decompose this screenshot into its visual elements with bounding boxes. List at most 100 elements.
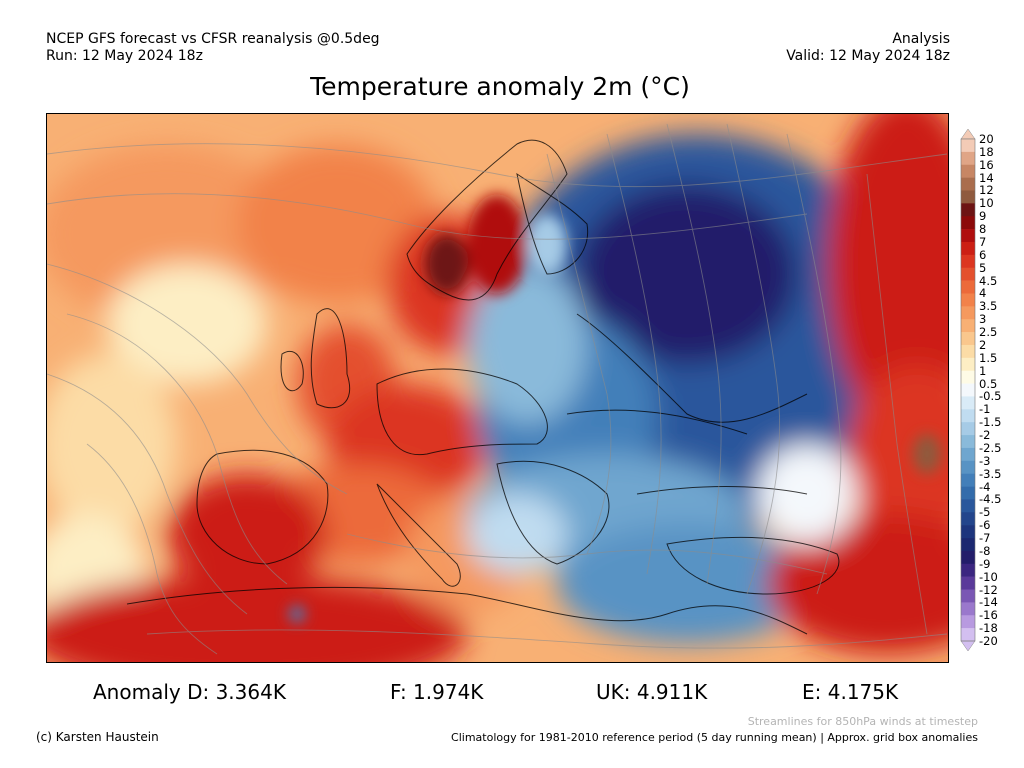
colorbar-swatch — [961, 357, 975, 371]
stat-anomaly-d: Anomaly D: 3.364K — [93, 680, 286, 704]
header-left: NCEP GFS forecast vs CFSR reanalysis @0.… — [46, 31, 380, 65]
colorbar-swatch — [961, 177, 975, 191]
colorbar-label: -6 — [979, 518, 991, 533]
colorbar-label: 14 — [979, 170, 994, 185]
colorbar-label: 20 — [979, 132, 994, 146]
colorbar-swatch — [961, 241, 975, 256]
colorbar-swatch — [961, 306, 975, 320]
colorbar-swatch — [961, 473, 975, 487]
colorbar-label: -1 — [979, 402, 991, 417]
colorbar — [958, 128, 978, 655]
anomaly-map-canvas — [47, 114, 948, 662]
colorbar-label: -14 — [979, 595, 998, 610]
credit: (c) Karsten Haustein — [36, 730, 159, 744]
colorbar-label: -2 — [979, 428, 991, 443]
colorbar-swatch — [961, 344, 975, 359]
colorbar-label: 9 — [979, 209, 987, 224]
colorbar-label: -3 — [979, 453, 991, 468]
colorbar-label: 1 — [979, 363, 987, 378]
colorbar-swatch — [961, 589, 975, 603]
colorbar-label: -8 — [979, 543, 991, 558]
colorbar-swatch — [961, 139, 975, 153]
colorbar-label: 4 — [979, 286, 987, 301]
colorbar-label: 10 — [979, 196, 994, 211]
colorbar-label: 1.5 — [979, 350, 998, 365]
stat-uk: UK: 4.911K — [596, 680, 708, 704]
streamlines-note: Streamlines for 850hPa winds at timestep — [747, 715, 978, 728]
colorbar-label: 16 — [979, 157, 994, 172]
colorbar-label: -2.5 — [979, 440, 1002, 455]
colorbar-swatch — [961, 460, 975, 474]
colorbar-scale — [960, 128, 976, 652]
colorbar-swatch — [961, 628, 975, 642]
colorbar-label: -5 — [979, 505, 991, 520]
colorbar-swatch — [961, 267, 975, 281]
colorbar-label: -0.5 — [979, 389, 1002, 404]
colorbar-swatch — [961, 512, 975, 526]
climatology-note: Climatology for 1981-2010 reference peri… — [451, 731, 978, 744]
colorbar-label: 7 — [979, 234, 987, 249]
colorbar-swatch — [961, 550, 975, 565]
colorbar-swatch — [961, 499, 975, 513]
colorbar-swatch — [961, 422, 975, 436]
colorbar-label: 0.5 — [979, 376, 998, 391]
analysis-label: Analysis — [892, 31, 950, 47]
colorbar-swatch — [961, 332, 975, 346]
wind-streamlines — [47, 123, 948, 655]
colorbar-swatch — [961, 383, 975, 397]
colorbar-swatch — [961, 164, 975, 178]
colorbar-swatch — [961, 576, 975, 590]
colorbar-swatch — [961, 486, 975, 500]
colorbar-label: -16 — [979, 608, 998, 623]
colorbar-swatch — [961, 216, 975, 230]
colorbar-label: 6 — [979, 247, 987, 262]
stat-e: E: 4.175K — [802, 680, 899, 704]
colorbar-min-arrow — [960, 640, 976, 652]
colorbar-swatch — [961, 319, 975, 333]
colorbar-swatch — [961, 229, 975, 243]
colorbar-swatch — [961, 203, 975, 217]
colorbar-frame — [960, 138, 976, 642]
header-right: Analysis Valid: 12 May 2024 18z — [786, 31, 950, 65]
colorbar-label: 18 — [979, 144, 994, 159]
colorbar-label: -12 — [979, 582, 998, 597]
colorbar-label: 2 — [979, 337, 987, 352]
valid-time: Valid: 12 May 2024 18z — [786, 48, 950, 64]
colorbar-swatch — [961, 538, 975, 552]
colorbar-swatch — [961, 254, 975, 269]
colorbar-label: -7 — [979, 531, 991, 546]
colorbar-label: -4.5 — [979, 492, 1002, 507]
colorbar-swatch — [961, 370, 975, 384]
colorbar-label: 8 — [979, 222, 987, 237]
colorbar-swatch — [961, 293, 975, 307]
colorbar-label: 2.5 — [979, 325, 998, 340]
colorbar-label: -9 — [979, 556, 991, 571]
coastlines — [126, 139, 840, 635]
colorbar-label: -1.5 — [979, 415, 1002, 430]
stat-f: F: 1.974K — [390, 680, 484, 704]
colorbar-swatch — [961, 409, 975, 423]
run-time: Run: 12 May 2024 18z — [46, 48, 203, 64]
colorbar-swatch — [961, 151, 975, 166]
colorbar-swatch — [961, 396, 975, 410]
colorbar-swatch — [961, 280, 975, 294]
colorbar-label: 5 — [979, 260, 987, 275]
colorbar-label: -10 — [979, 569, 998, 584]
colorbar-label: 3.5 — [979, 299, 998, 314]
colorbar-swatch — [961, 602, 975, 616]
colorbar-label: 3 — [979, 312, 987, 327]
colorbar-label: 4.5 — [979, 273, 998, 288]
colorbar-swatch — [961, 190, 975, 204]
colorbar-swatch — [961, 615, 975, 629]
colorbar-label: 12 — [979, 183, 994, 198]
colorbar-label: -4 — [979, 479, 991, 494]
colorbar-swatch — [961, 563, 975, 577]
map-title: Temperature anomaly 2m (°C) — [310, 72, 690, 101]
model-description: NCEP GFS forecast vs CFSR reanalysis @0.… — [46, 31, 380, 47]
colorbar-max-arrow — [960, 128, 976, 140]
colorbar-swatch — [961, 525, 975, 539]
colorbar-label: -20 — [979, 634, 998, 648]
colorbar-label: -3.5 — [979, 466, 1002, 481]
colorbar-swatch — [961, 447, 975, 462]
colorbar-label: -18 — [979, 621, 998, 636]
